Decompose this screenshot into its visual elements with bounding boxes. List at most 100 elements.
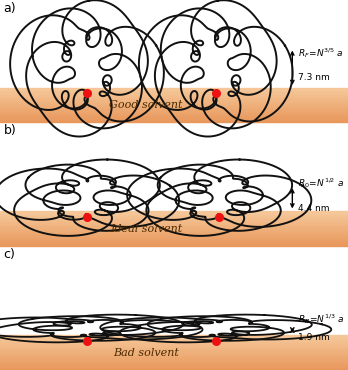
Bar bbox=[0, 363, 348, 364]
Bar bbox=[0, 346, 348, 347]
Text: Good solvent: Good solvent bbox=[109, 100, 183, 110]
Text: Bad solvent: Bad solvent bbox=[113, 348, 179, 358]
Bar bbox=[0, 98, 348, 99]
Bar bbox=[0, 100, 348, 102]
Bar bbox=[0, 352, 348, 353]
Bar bbox=[0, 114, 348, 115]
Text: Ideal solvent: Ideal solvent bbox=[110, 224, 182, 234]
Bar bbox=[0, 368, 348, 369]
Bar bbox=[0, 103, 348, 104]
Bar bbox=[0, 222, 348, 223]
Bar bbox=[0, 105, 348, 106]
Bar bbox=[0, 90, 348, 91]
Bar bbox=[0, 225, 348, 226]
Text: $R_0\!=\!N^{1/2}\ a$: $R_0\!=\!N^{1/2}\ a$ bbox=[298, 176, 343, 190]
Bar bbox=[0, 343, 348, 344]
Bar bbox=[0, 365, 348, 367]
Bar bbox=[0, 95, 348, 96]
Text: 7.3 nm: 7.3 nm bbox=[298, 73, 329, 82]
Bar bbox=[0, 215, 348, 216]
Text: 4.4 nm: 4.4 nm bbox=[298, 204, 329, 213]
Bar bbox=[0, 229, 348, 230]
Text: c): c) bbox=[3, 248, 15, 261]
Bar bbox=[0, 344, 348, 346]
Bar bbox=[0, 367, 348, 368]
Bar bbox=[0, 339, 348, 340]
Bar bbox=[0, 240, 348, 241]
Bar bbox=[0, 364, 348, 365]
Text: b): b) bbox=[3, 124, 16, 137]
Bar bbox=[0, 89, 348, 90]
Bar bbox=[0, 232, 348, 233]
Bar bbox=[0, 92, 348, 94]
Bar bbox=[0, 231, 348, 232]
Bar bbox=[0, 239, 348, 240]
Text: $R_F\!=\!N^{3/5}\ a$: $R_F\!=\!N^{3/5}\ a$ bbox=[298, 46, 343, 60]
Bar bbox=[0, 111, 348, 112]
Text: $R_B\!=\!N^{1/3}\ a$: $R_B\!=\!N^{1/3}\ a$ bbox=[298, 312, 344, 326]
Text: 1.9 nm: 1.9 nm bbox=[298, 333, 329, 342]
Bar bbox=[0, 337, 348, 339]
Bar bbox=[0, 348, 348, 349]
Bar bbox=[0, 341, 348, 342]
Bar bbox=[0, 236, 348, 237]
Bar bbox=[0, 244, 348, 245]
Bar bbox=[0, 354, 348, 355]
Bar bbox=[0, 221, 348, 222]
Bar bbox=[0, 223, 348, 224]
Bar bbox=[0, 121, 348, 122]
Bar bbox=[0, 104, 348, 105]
Bar bbox=[0, 357, 348, 359]
Bar bbox=[0, 213, 348, 215]
Bar bbox=[0, 353, 348, 354]
Bar bbox=[0, 110, 348, 111]
Bar bbox=[0, 335, 348, 336]
Bar bbox=[0, 112, 348, 113]
Bar bbox=[0, 235, 348, 236]
Bar bbox=[0, 120, 348, 121]
Bar bbox=[0, 217, 348, 218]
Bar bbox=[0, 362, 348, 363]
Bar bbox=[0, 230, 348, 231]
Bar bbox=[0, 361, 348, 362]
Bar bbox=[0, 342, 348, 343]
Bar bbox=[0, 96, 348, 97]
Bar bbox=[0, 113, 348, 114]
Bar bbox=[0, 233, 348, 235]
Bar bbox=[0, 238, 348, 239]
Bar bbox=[0, 218, 348, 219]
Bar bbox=[0, 228, 348, 229]
Bar bbox=[0, 102, 348, 103]
Bar bbox=[0, 226, 348, 228]
Bar bbox=[0, 369, 348, 370]
Bar bbox=[0, 107, 348, 108]
Bar bbox=[0, 216, 348, 217]
Bar bbox=[0, 336, 348, 337]
Bar bbox=[0, 350, 348, 352]
Bar bbox=[0, 219, 348, 221]
Bar bbox=[0, 88, 348, 89]
Bar bbox=[0, 211, 348, 212]
Bar bbox=[0, 360, 348, 361]
Bar bbox=[0, 94, 348, 95]
Bar bbox=[0, 243, 348, 244]
Bar bbox=[0, 355, 348, 356]
Bar bbox=[0, 106, 348, 107]
Bar bbox=[0, 359, 348, 360]
Bar bbox=[0, 347, 348, 348]
Bar bbox=[0, 245, 348, 246]
Bar bbox=[0, 212, 348, 213]
Bar bbox=[0, 349, 348, 350]
Bar bbox=[0, 115, 348, 117]
Bar bbox=[0, 241, 348, 243]
Bar bbox=[0, 108, 348, 110]
Bar bbox=[0, 224, 348, 225]
Bar bbox=[0, 237, 348, 238]
Bar bbox=[0, 117, 348, 118]
Bar bbox=[0, 99, 348, 100]
Bar bbox=[0, 356, 348, 357]
Bar bbox=[0, 91, 348, 92]
Bar bbox=[0, 118, 348, 119]
Bar bbox=[0, 340, 348, 341]
Bar bbox=[0, 119, 348, 120]
